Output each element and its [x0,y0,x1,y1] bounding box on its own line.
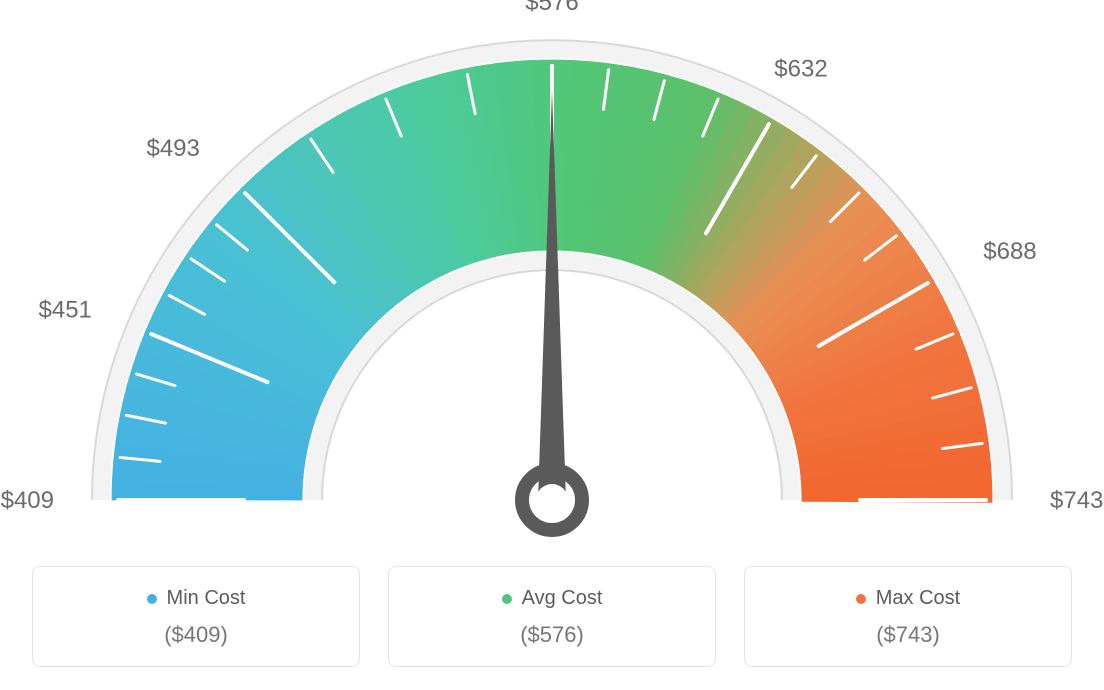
legend-label: Max Cost [876,587,960,610]
svg-text:$688: $688 [983,238,1036,265]
cost-gauge-chart: $409 $451 $493 $576 $632 $688 $743 [0,0,1104,560]
legend-label: Min Cost [167,587,246,610]
svg-text:$632: $632 [774,56,827,83]
svg-text:$743: $743 [1050,487,1103,514]
legend-card-min: Min Cost ($409) [32,566,360,667]
legend-title-min: Min Cost [147,587,246,610]
gauge-svg: $409 $451 $493 $576 $632 $688 $743 [0,0,1104,560]
svg-text:$493: $493 [146,135,199,162]
legend-value-min: ($409) [43,622,349,648]
legend-title-avg: Avg Cost [502,587,603,610]
legend-card-max: Max Cost ($743) [744,566,1072,667]
svg-text:$576: $576 [525,0,578,16]
dot-icon [502,594,512,604]
legend-title-max: Max Cost [856,587,960,610]
legend-label: Avg Cost [522,587,603,610]
dot-icon [147,594,157,604]
legend-value-avg: ($576) [399,622,705,648]
legend-row: Min Cost ($409) Avg Cost ($576) Max Cost… [0,566,1104,667]
dot-icon [856,594,866,604]
legend-value-max: ($743) [755,622,1061,648]
legend-card-avg: Avg Cost ($576) [388,566,716,667]
svg-text:$451: $451 [39,296,92,323]
svg-text:$409: $409 [1,487,54,514]
